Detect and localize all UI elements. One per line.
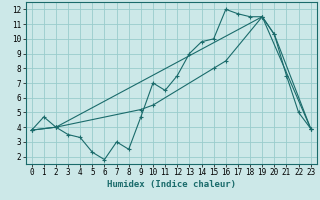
X-axis label: Humidex (Indice chaleur): Humidex (Indice chaleur)	[107, 180, 236, 189]
